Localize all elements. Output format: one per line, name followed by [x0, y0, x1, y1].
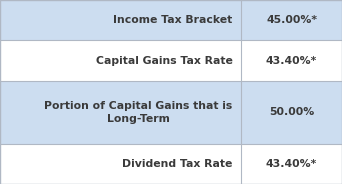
Bar: [241, 0, 342, 40]
Bar: [241, 144, 342, 184]
Bar: [0, 144, 241, 184]
Text: 45.00%*: 45.00%*: [266, 15, 317, 25]
Text: 50.00%: 50.00%: [269, 107, 314, 117]
Text: Dividend Tax Rate: Dividend Tax Rate: [122, 159, 233, 169]
Bar: [0, 40, 241, 81]
Text: 43.40%*: 43.40%*: [266, 56, 317, 66]
Text: Portion of Capital Gains that is
Long-Term: Portion of Capital Gains that is Long-Te…: [44, 101, 233, 124]
Bar: [0, 81, 241, 144]
Bar: [241, 81, 342, 144]
Text: Capital Gains Tax Rate: Capital Gains Tax Rate: [96, 56, 233, 66]
Text: Income Tax Bracket: Income Tax Bracket: [113, 15, 233, 25]
Bar: [241, 40, 342, 81]
Bar: [0, 0, 241, 40]
Text: 43.40%*: 43.40%*: [266, 159, 317, 169]
